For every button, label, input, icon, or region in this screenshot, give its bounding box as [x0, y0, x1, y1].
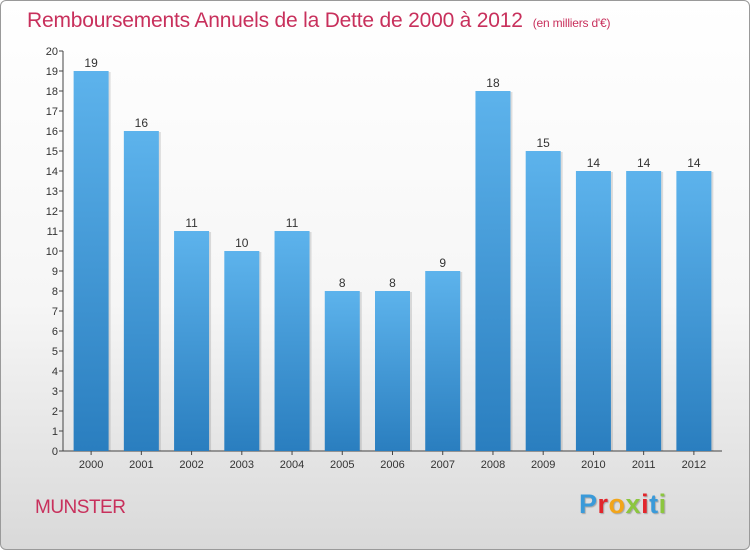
bar — [224, 251, 260, 451]
x-tick-label: 2012 — [682, 459, 706, 471]
bar-value-label: 14 — [637, 156, 651, 170]
chart-bars — [73, 71, 714, 451]
y-tick-label: 5 — [52, 346, 58, 358]
bar-value-label: 16 — [135, 116, 149, 130]
bar-value-label: 10 — [235, 236, 249, 250]
bar-value-label: 15 — [537, 136, 551, 150]
x-tick-label: 2003 — [230, 459, 254, 471]
bar — [575, 171, 611, 451]
x-tick-label: 2002 — [179, 459, 203, 471]
bar-value-label: 9 — [439, 256, 446, 270]
y-tick-label: 0 — [52, 446, 58, 458]
y-tick-label: 16 — [46, 126, 58, 138]
y-tick-label: 7 — [52, 306, 58, 318]
logo-letter: P — [579, 489, 598, 519]
bar — [324, 291, 360, 451]
logo-letter: i — [641, 489, 650, 519]
bar — [274, 231, 310, 451]
logo-letter: i — [658, 489, 667, 519]
y-tick-label: 20 — [46, 46, 58, 58]
y-tick-label: 18 — [46, 86, 58, 98]
bar — [525, 151, 561, 451]
bar — [475, 91, 511, 451]
x-tick-label: 2011 — [632, 459, 656, 471]
title-unit: (en milliers d'€) — [532, 16, 611, 30]
x-tick-label: 2001 — [129, 459, 153, 471]
bar — [626, 171, 662, 451]
bar — [676, 171, 712, 451]
x-tick-label: 2007 — [430, 459, 454, 471]
logo-letter: o — [608, 489, 626, 519]
y-tick-label: 3 — [52, 386, 58, 398]
y-tick-label: 9 — [52, 266, 58, 278]
bar-value-label: 8 — [339, 276, 346, 290]
bar — [123, 131, 159, 451]
bar-value-label: 18 — [486, 76, 500, 90]
commune-name: MUNSTER — [35, 497, 126, 518]
y-tick-label: 14 — [46, 166, 58, 178]
y-tick-label: 15 — [46, 146, 58, 158]
chart-title: Remboursements Annuels de la Dette de 20… — [27, 9, 610, 33]
logo-letter: r — [597, 489, 609, 519]
y-tick-label: 19 — [46, 66, 58, 78]
logo-letter: x — [625, 489, 642, 519]
chart-labels: 19 2000 16 2001 11 2002 10 2003 11 2004 8 2005 8 2006… — [79, 56, 706, 471]
bar-value-label: 11 — [185, 216, 198, 230]
y-tick-label: 6 — [52, 326, 58, 338]
y-tick-label: 10 — [46, 246, 58, 258]
x-tick-label: 2010 — [581, 459, 605, 471]
bar — [425, 271, 461, 451]
bar-value-label: 11 — [286, 216, 299, 230]
bar-value-label: 14 — [687, 156, 701, 170]
y-tick-label: 17 — [46, 106, 58, 118]
y-tick-label: 4 — [52, 366, 58, 378]
y-tick-label: 2 — [52, 406, 58, 418]
y-tick-label: 11 — [47, 226, 58, 238]
x-tick-label: 2000 — [79, 459, 103, 471]
y-tick-label: 8 — [52, 286, 58, 298]
x-tick-label: 2005 — [330, 459, 354, 471]
bar — [73, 71, 109, 451]
x-tick-label: 2009 — [531, 459, 555, 471]
y-tick-label: 1 — [52, 426, 58, 438]
proxiti-logo: Proxiti — [579, 489, 667, 520]
y-tick-label: 13 — [46, 186, 58, 198]
logo-letter: t — [649, 489, 659, 519]
x-tick-label: 2006 — [380, 459, 404, 471]
y-tick-label: 12 — [46, 206, 58, 218]
bar-value-label: 19 — [84, 56, 98, 70]
title-text: Remboursements Annuels de la Dette de 20… — [27, 9, 523, 32]
bar-value-label: 14 — [587, 156, 601, 170]
x-tick-label: 2008 — [481, 459, 505, 471]
bar — [174, 231, 210, 451]
bar-value-label: 8 — [389, 276, 396, 290]
x-tick-label: 2004 — [280, 459, 304, 471]
bar — [375, 291, 410, 451]
